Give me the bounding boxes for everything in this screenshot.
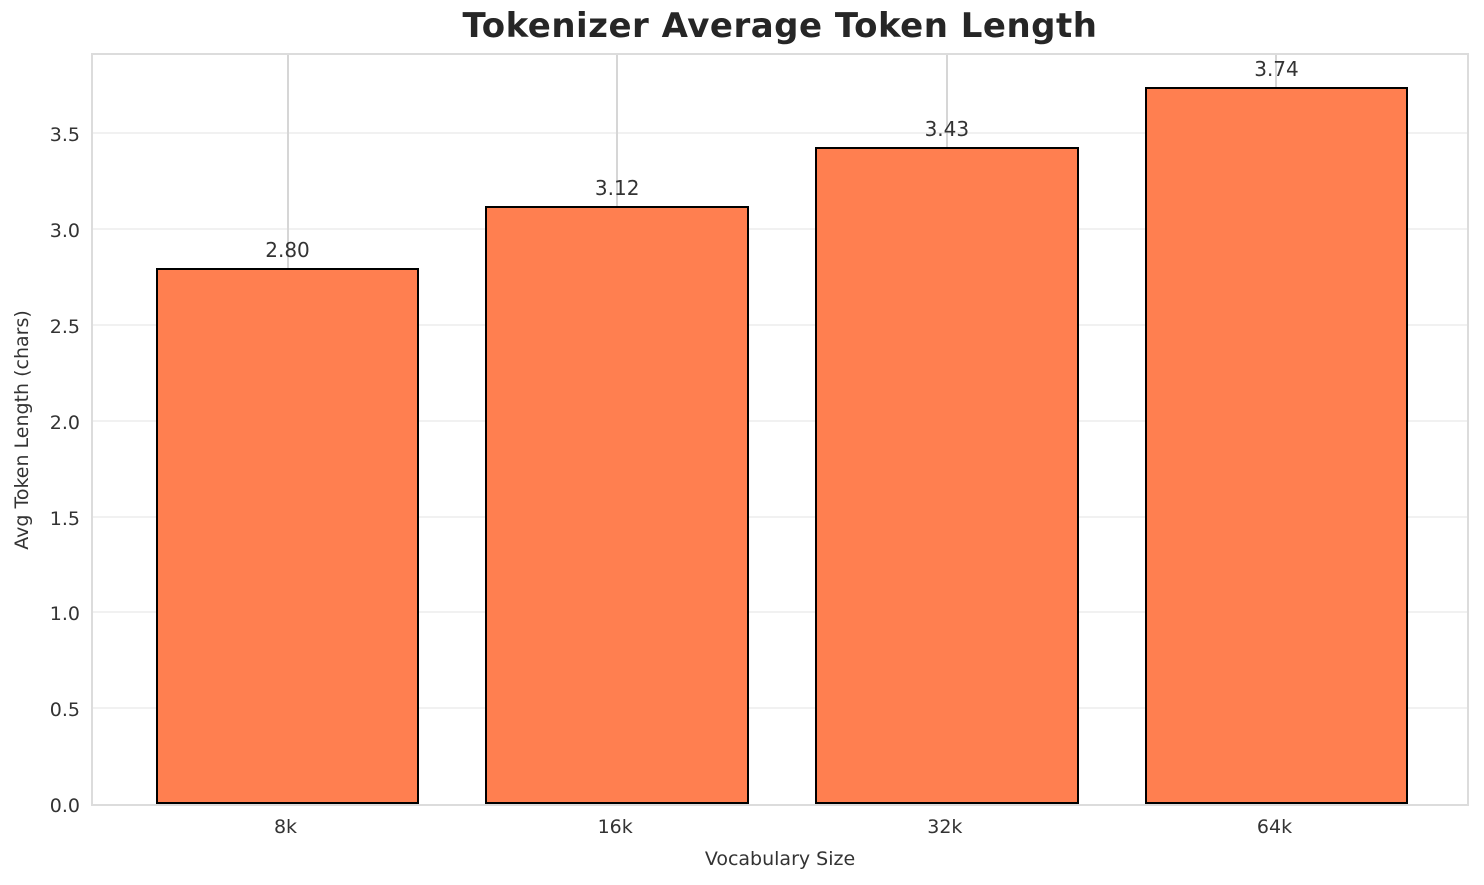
y-tick-label: 2.5 xyxy=(49,315,80,338)
horizontal-gridline xyxy=(93,324,1467,326)
bar-value-label: 3.12 xyxy=(594,176,640,201)
bar-value-label: 2.80 xyxy=(265,237,310,262)
horizontal-gridline xyxy=(93,228,1467,231)
bar-16k xyxy=(485,206,750,804)
horizontal-gridline xyxy=(93,132,1467,135)
horizontal-gridline xyxy=(93,611,1467,614)
x-tick-label: 8k xyxy=(273,816,298,838)
y-tick-label: 3.0 xyxy=(49,220,80,243)
chart-title: Tokenizer Average Token Length xyxy=(462,6,1098,46)
x-tick-label: 16k xyxy=(597,816,633,838)
x-tick-label: 64k xyxy=(1256,816,1293,838)
bar-64k xyxy=(1144,87,1409,804)
y-tick-label: 0.5 xyxy=(49,699,80,722)
y-tick-label: 1.0 xyxy=(49,603,80,626)
bar-8k xyxy=(155,267,420,804)
horizontal-gridline xyxy=(93,707,1467,710)
x-tick-label: 32k xyxy=(927,816,963,838)
bar-32k xyxy=(814,146,1079,804)
horizontal-gridline xyxy=(93,515,1467,518)
y-tick-label: 2.0 xyxy=(49,411,80,434)
bar-value-label: 3.74 xyxy=(1254,57,1299,82)
y-tick-label: 3.5 xyxy=(49,124,80,147)
y-tick-label: 1.5 xyxy=(49,507,80,530)
horizontal-gridline xyxy=(93,419,1467,422)
y-axis-label: Avg Token Length (chars) xyxy=(11,310,33,550)
x-axis-label: Vocabulary Size xyxy=(704,848,856,870)
y-tick-label: 0.0 xyxy=(49,795,80,817)
plot-area: 2.80 3.12 3.43 3.74 xyxy=(91,53,1469,806)
bar-value-label: 3.43 xyxy=(924,116,970,141)
